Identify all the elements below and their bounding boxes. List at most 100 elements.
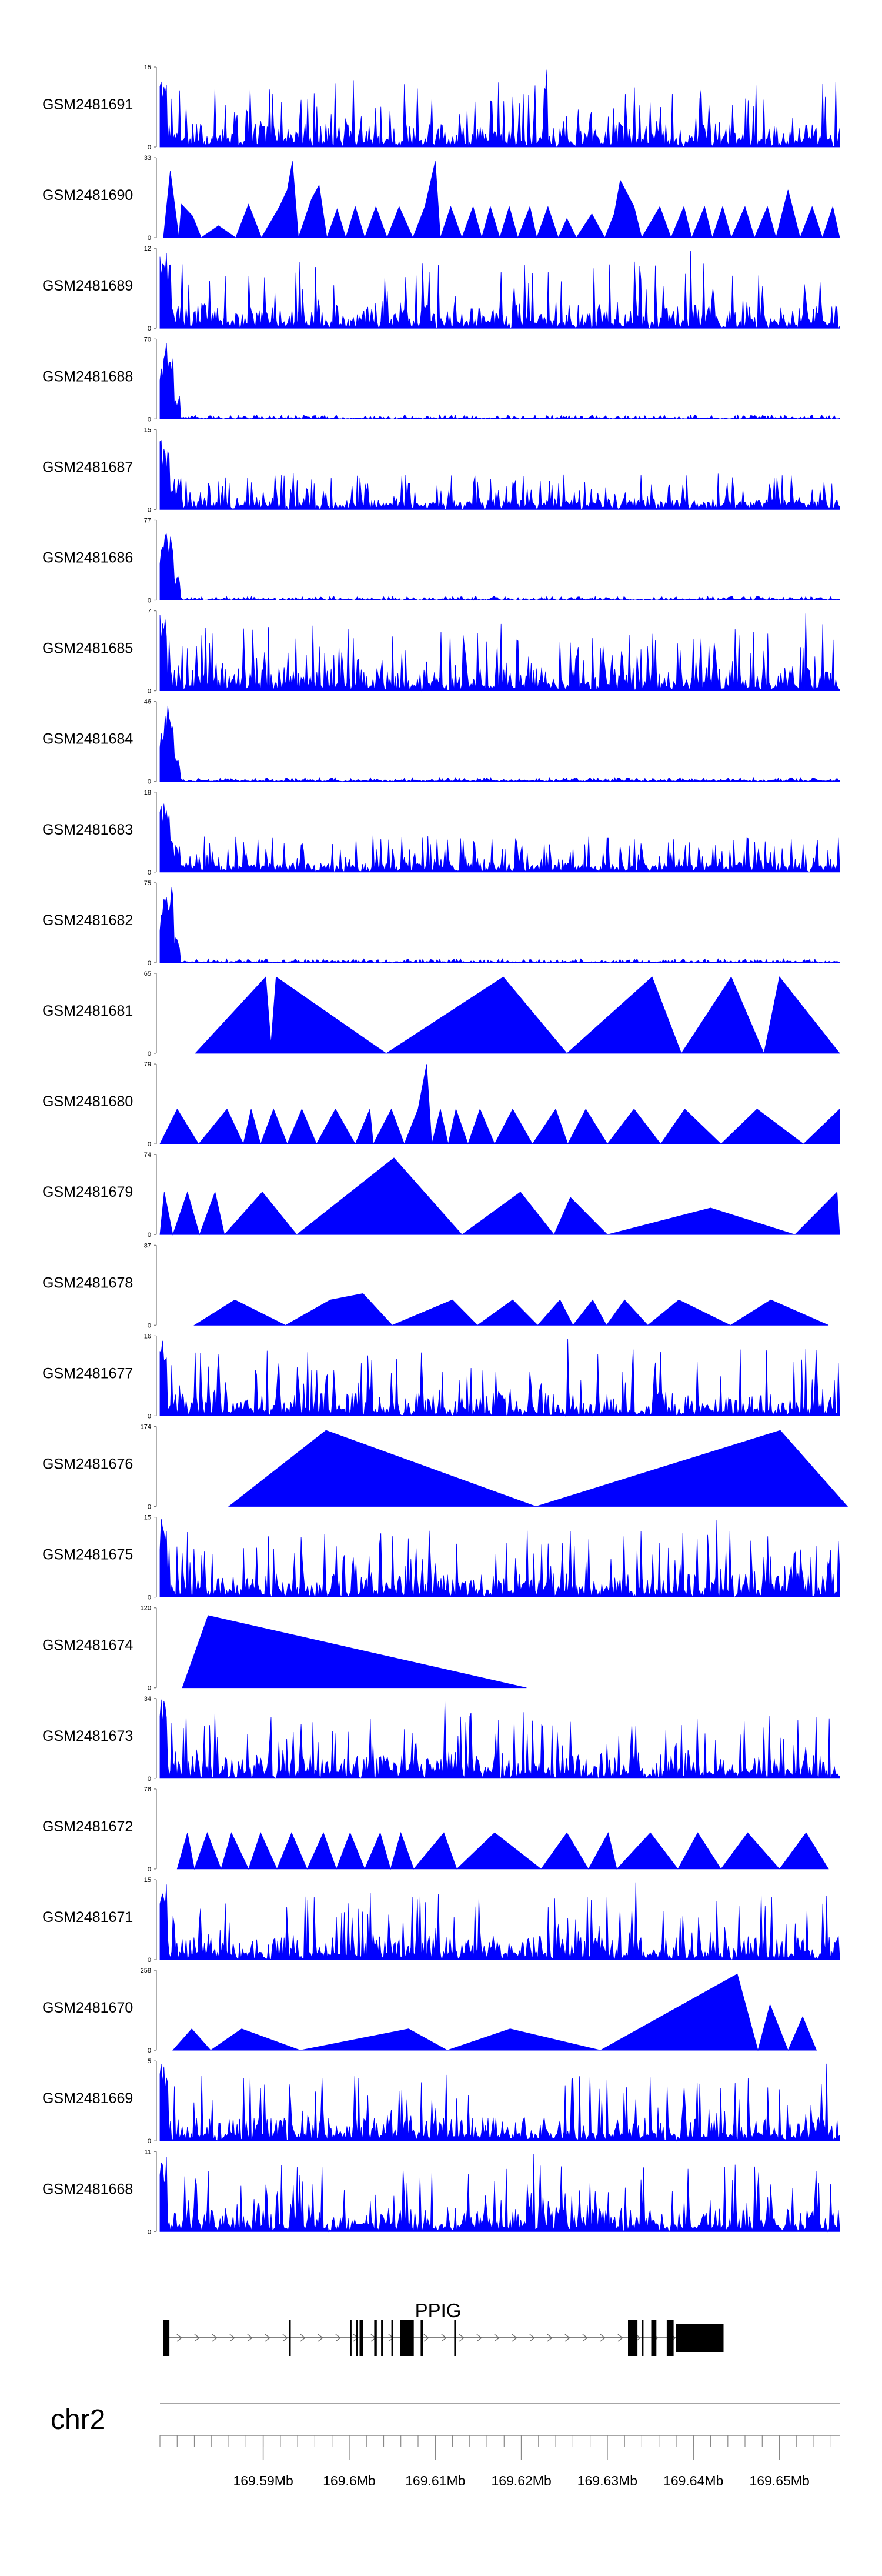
track: GSM2481674 120 0 bbox=[42, 1605, 527, 1692]
coverage-area bbox=[159, 2154, 840, 2233]
track: GSM2481675 15 0 bbox=[42, 1514, 840, 1601]
coverage-area bbox=[172, 1973, 817, 2051]
y-max-label: 33 bbox=[144, 155, 151, 162]
strand-arrow bbox=[176, 2334, 182, 2342]
y-min-label: 0 bbox=[148, 1232, 151, 1239]
track-label: GSM2481671 bbox=[42, 1909, 133, 1926]
y-max-label: 70 bbox=[144, 336, 151, 343]
coverage-area bbox=[193, 1293, 829, 1326]
y-max-label: 11 bbox=[145, 2148, 151, 2155]
track-label: GSM2481686 bbox=[42, 550, 133, 566]
track: GSM2481681 65 0 bbox=[42, 970, 840, 1057]
y-max-label: 15 bbox=[144, 1877, 151, 1884]
exon bbox=[356, 2320, 358, 2356]
y-max-label: 16 bbox=[144, 1333, 151, 1340]
strand-arrow bbox=[282, 2334, 288, 2342]
gene-track: PPIG bbox=[163, 2300, 724, 2356]
track: GSM2481673 34 0 bbox=[42, 1696, 840, 1783]
y-max-label: 258 bbox=[141, 1967, 151, 1974]
coverage-area bbox=[159, 251, 840, 329]
strand-arrow bbox=[318, 2334, 323, 2342]
y-min-label: 0 bbox=[148, 779, 151, 786]
exon bbox=[374, 2320, 377, 2356]
track-label: GSM2481669 bbox=[42, 2090, 133, 2107]
strand-arrow bbox=[194, 2334, 200, 2342]
exon bbox=[350, 2320, 352, 2356]
y-min-label: 0 bbox=[148, 416, 151, 423]
track: GSM2481687 15 0 bbox=[42, 426, 840, 513]
tick-label: 169.59Mb bbox=[233, 2473, 293, 2488]
track: GSM2481690 33 0 bbox=[42, 155, 840, 242]
tick-label: 169.62Mb bbox=[491, 2473, 551, 2488]
y-min-label: 0 bbox=[148, 1141, 151, 1148]
exon bbox=[381, 2320, 383, 2356]
track: GSM2481685 7 0 bbox=[42, 608, 840, 695]
chromosome-label: chr2 bbox=[51, 2404, 105, 2435]
track-label: GSM2481668 bbox=[42, 2181, 133, 2197]
coverage-area bbox=[228, 1430, 848, 1507]
y-min-label: 0 bbox=[148, 1685, 151, 1692]
exon bbox=[400, 2320, 414, 2356]
track: GSM2481668 11 0 bbox=[42, 2148, 840, 2235]
track: GSM2481677 16 0 bbox=[42, 1333, 840, 1420]
exon bbox=[666, 2320, 674, 2356]
genome-axis: chr2 169.59Mb 169.6Mb 169.61Mb 169.62Mb 169.… bbox=[51, 2403, 840, 2488]
coverage-area bbox=[182, 1615, 527, 1689]
y-min-label: 0 bbox=[148, 506, 151, 513]
y-min-label: 0 bbox=[148, 2138, 151, 2145]
gene-label: PPIG bbox=[415, 2300, 462, 2321]
coverage-area bbox=[159, 1339, 840, 1417]
coverage-area bbox=[176, 1831, 829, 1870]
track: GSM2481682 75 0 bbox=[42, 880, 840, 967]
track-label: GSM2481687 bbox=[42, 459, 133, 475]
y-min-label: 0 bbox=[148, 869, 151, 876]
track-label: GSM2481684 bbox=[42, 731, 133, 748]
exon bbox=[289, 2320, 291, 2356]
y-max-label: 77 bbox=[144, 518, 151, 525]
strand-arrow bbox=[353, 2334, 359, 2342]
y-max-label: 79 bbox=[144, 1061, 151, 1068]
strand-arrow bbox=[247, 2334, 253, 2342]
strand-arrow bbox=[459, 2334, 465, 2342]
track-label: GSM2481672 bbox=[42, 1818, 133, 1835]
track: GSM2481676 174 0 bbox=[42, 1424, 848, 1511]
track: GSM2481691 15 0 bbox=[42, 64, 840, 151]
track-label: GSM2481678 bbox=[42, 1274, 133, 1291]
track: GSM2481689 12 0 bbox=[42, 245, 840, 332]
track-label: GSM2481680 bbox=[42, 1093, 133, 1110]
exon bbox=[454, 2320, 456, 2356]
strand-arrow bbox=[441, 2334, 447, 2342]
track-label: GSM2481677 bbox=[42, 1365, 133, 1382]
y-max-label: 34 bbox=[144, 1696, 151, 1703]
y-min-label: 0 bbox=[148, 2228, 151, 2235]
track-label: GSM2481683 bbox=[42, 822, 133, 838]
coverage-area bbox=[159, 440, 840, 510]
y-max-label: 15 bbox=[144, 426, 151, 433]
track-label: GSM2481682 bbox=[42, 912, 133, 929]
track-label: GSM2481676 bbox=[42, 1456, 133, 1473]
coverage-area bbox=[159, 2063, 840, 2142]
y-max-label: 18 bbox=[144, 789, 151, 796]
exon bbox=[359, 2320, 363, 2356]
y-min-label: 0 bbox=[148, 1504, 151, 1511]
strand-arrow bbox=[582, 2334, 588, 2342]
y-min-label: 0 bbox=[148, 1776, 151, 1783]
coverage-area bbox=[159, 533, 840, 601]
tick-label: 169.61Mb bbox=[405, 2473, 465, 2488]
coverage-area bbox=[159, 1157, 840, 1236]
track: GSM2481680 79 0 bbox=[42, 1061, 840, 1148]
coverage-area bbox=[159, 1882, 840, 1961]
y-min-label: 0 bbox=[148, 1050, 151, 1057]
y-max-label: 87 bbox=[144, 1242, 151, 1249]
strand-arrow bbox=[476, 2334, 482, 2342]
coverage-area bbox=[159, 803, 840, 873]
strand-arrow bbox=[512, 2334, 517, 2342]
y-max-label: 76 bbox=[144, 1786, 151, 1793]
track-label: GSM2481689 bbox=[42, 278, 133, 294]
y-max-label: 174 bbox=[141, 1424, 151, 1431]
strand-arrow bbox=[547, 2334, 553, 2342]
strand-arrow bbox=[617, 2334, 623, 2342]
track: GSM2481672 76 0 bbox=[42, 1786, 829, 1873]
exon bbox=[163, 2320, 170, 2356]
track: GSM2481671 15 0 bbox=[42, 1877, 840, 1964]
